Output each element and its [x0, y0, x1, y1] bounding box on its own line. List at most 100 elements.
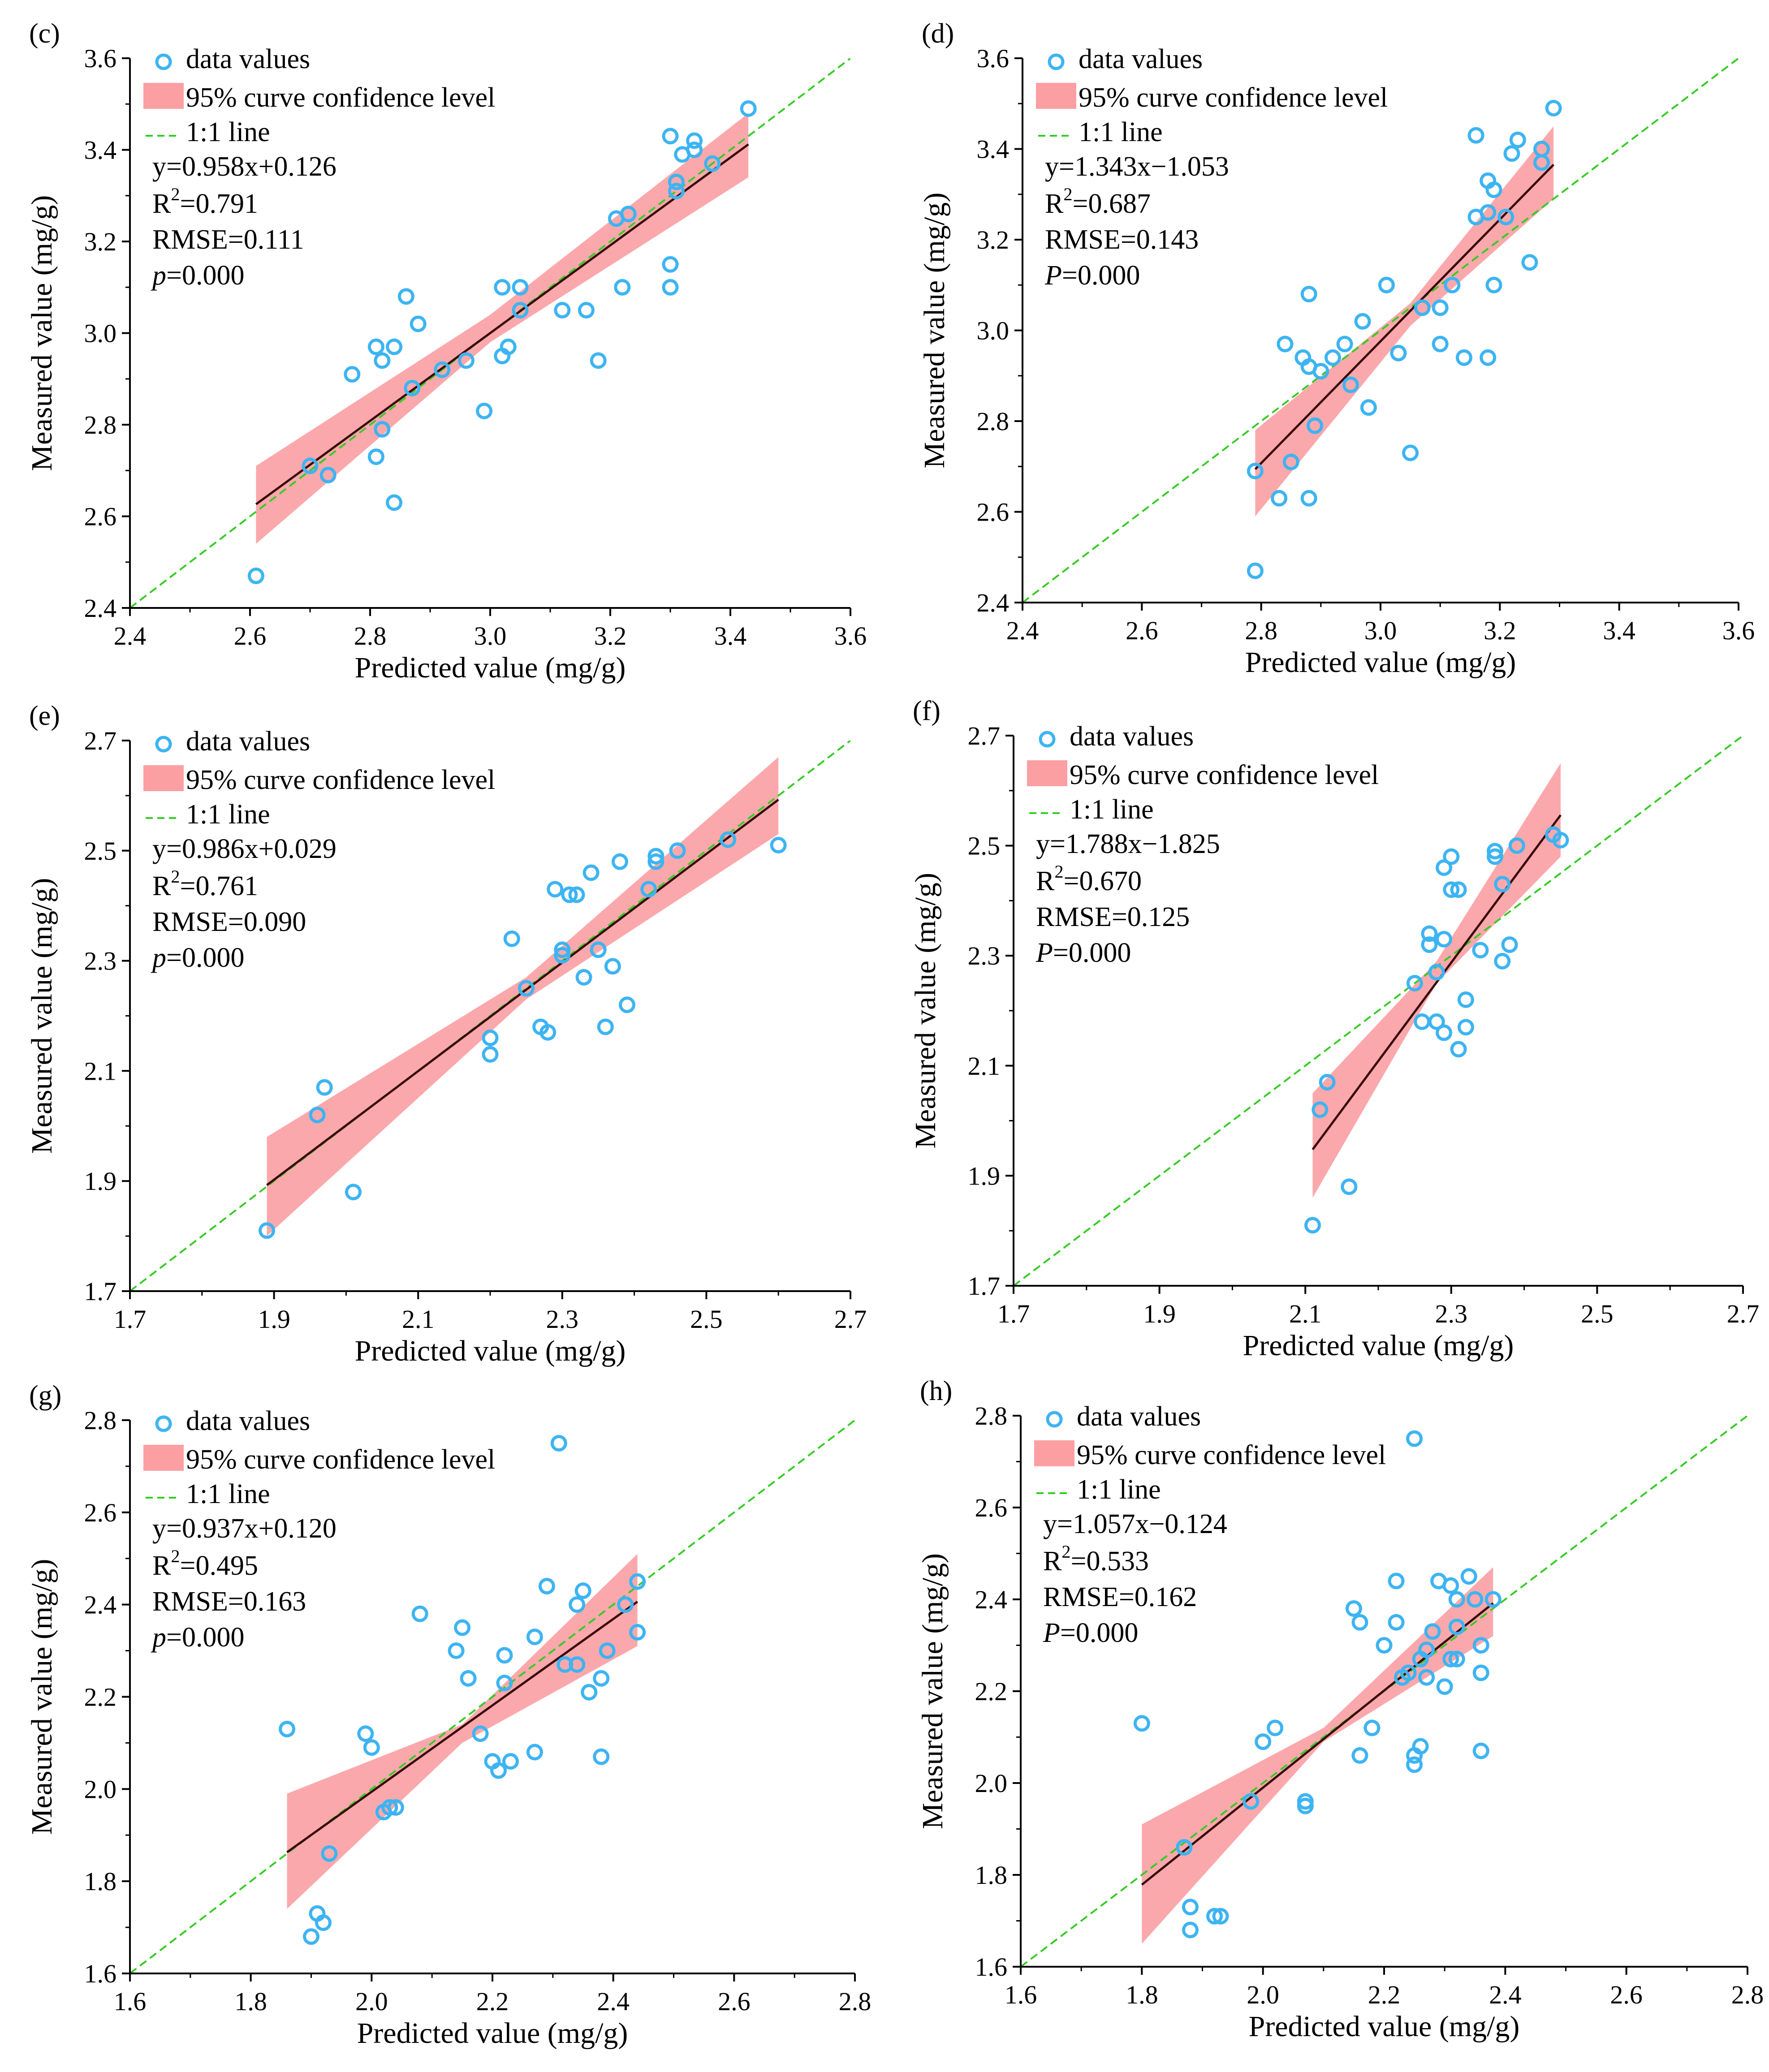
x-axis-label: Predicted value (mg/g) [1245, 646, 1516, 679]
chart-panel-d: (d) 2.4 2.6 2.8 3.0 3.2 3.4 3.6 2.4 2.6 2.8 3.0 3.2 3… [918, 18, 1755, 679]
data-point [1450, 1041, 1467, 1058]
data-point [1378, 276, 1395, 293]
data-point [1460, 1568, 1477, 1585]
legend-points-label: data values [1079, 44, 1203, 74]
data-point [500, 338, 517, 355]
data-point [502, 1753, 519, 1770]
data-point [1342, 376, 1359, 393]
equation-text: y=0.937x+0.120 [152, 1513, 337, 1544]
regression-line [1254, 164, 1554, 470]
data-point [1182, 1899, 1199, 1916]
y-tick-label: 2.7 [968, 721, 1001, 750]
y-tick-label: 2.6 [84, 1498, 117, 1527]
data-point [1436, 1024, 1453, 1041]
x-tick-label: 2.8 [354, 621, 387, 650]
data-point [1448, 1619, 1465, 1635]
x-tick-label: 1.8 [1126, 1980, 1158, 2009]
data-point [1390, 345, 1407, 362]
data-point [1485, 181, 1502, 198]
data-point [1243, 1793, 1260, 1810]
data-point [1312, 1101, 1329, 1118]
data-point [1267, 1719, 1284, 1736]
data-point [386, 338, 403, 355]
data-point [1424, 1623, 1441, 1640]
data-point [590, 941, 607, 958]
legend-line-label: 1:1 line [186, 799, 270, 830]
y-tick-label: 2.4 [84, 594, 117, 623]
x-axis-label: Predicted value (mg/g) [355, 1335, 626, 1367]
equation-text: y=1.788x−1.825 [1036, 829, 1220, 859]
y-tick-label: 1.9 [84, 1167, 117, 1196]
data-point [1421, 925, 1438, 942]
data-point [303, 1928, 319, 1945]
data-point [1182, 1921, 1199, 1938]
y-tick-label: 2.0 [84, 1775, 117, 1804]
y-tick-label: 1.7 [84, 1277, 117, 1306]
data-point [1442, 1577, 1459, 1594]
y-tick-label: 1.6 [975, 1952, 1008, 1982]
data-point [1206, 1908, 1223, 1925]
legend-line-label: 1:1 line [1079, 117, 1163, 147]
data-point [1472, 1742, 1489, 1759]
legend-band-label: 95% curve confidence level [186, 765, 495, 795]
data-point [1545, 99, 1562, 116]
data-point [344, 366, 361, 383]
legend-band-label: 95% curve confidence level [1079, 82, 1388, 113]
y-tick-label: 1.7 [968, 1271, 1001, 1301]
data-point [1432, 299, 1449, 316]
y-tick-label: 2.1 [84, 1056, 117, 1086]
data-point [1277, 336, 1294, 353]
data-point [1414, 1013, 1431, 1030]
plot-area [130, 1420, 855, 1973]
data-point [1472, 1637, 1489, 1654]
data-point [397, 288, 414, 305]
data-point [1494, 952, 1511, 969]
x-axis-label: Predicted value (mg/g) [355, 651, 626, 684]
data-point [302, 457, 319, 474]
chart-panel-e: (e) 1.7 1.9 2.1 2.3 2.5 2.7 1.7 1.9 2.1 2.3 2.5 2.7 P… [26, 701, 867, 1367]
data-point [1400, 1664, 1417, 1681]
data-point [647, 848, 664, 865]
y-tick-label: 3.6 [977, 44, 1010, 73]
data-point [614, 279, 631, 296]
r2-text: R2=0.533 [1043, 1542, 1149, 1577]
data-point [512, 279, 529, 296]
legend-point-swatch [1046, 1411, 1063, 1428]
x-tick-label: 1.8 [234, 1987, 267, 2016]
y-axis-label: Measured value (mg/g) [26, 1559, 58, 1835]
data-point [503, 930, 520, 947]
y-tick-label: 2.6 [84, 502, 117, 531]
x-tick-label: 3.2 [1484, 616, 1516, 645]
equation-text: y=1.057x−0.124 [1043, 1509, 1227, 1539]
data-point [1436, 1678, 1453, 1695]
data-point [482, 1030, 499, 1047]
x-tick-label: 1.6 [1005, 1980, 1037, 2009]
y-tick-label: 2.5 [968, 831, 1001, 861]
y-tick-label: 2.0 [975, 1769, 1008, 1798]
data-point [1354, 313, 1371, 330]
data-point [1486, 848, 1503, 865]
x-tick-label: 2.3 [546, 1305, 579, 1334]
data-point [1443, 848, 1460, 865]
legend-points-label: data values [186, 1406, 310, 1436]
y-tick-label: 2.8 [84, 410, 117, 439]
data-point [539, 1024, 557, 1041]
y-tick-label: 2.2 [975, 1677, 1008, 1706]
x-axis-label: Predicted value (mg/g) [1243, 1329, 1514, 1362]
y-tick-label: 2.7 [84, 726, 117, 755]
data-point [410, 315, 427, 332]
data-point [454, 1619, 471, 1636]
legend-band-label: 95% curve confidence level [1077, 1440, 1386, 1470]
x-axis-label: Predicted value (mg/g) [357, 2017, 628, 2050]
data-point [367, 338, 384, 355]
data-point [526, 1628, 543, 1646]
r2-text: R2=0.670 [1036, 862, 1142, 896]
data-point [1484, 1591, 1501, 1608]
data-point [1212, 1908, 1229, 1925]
data-point [1455, 349, 1472, 366]
y-tick-label: 3.0 [977, 316, 1010, 345]
y-tick-label: 2.5 [84, 836, 117, 866]
data-point [1363, 1719, 1381, 1736]
data-point [1307, 417, 1324, 434]
data-point [1412, 1738, 1429, 1755]
